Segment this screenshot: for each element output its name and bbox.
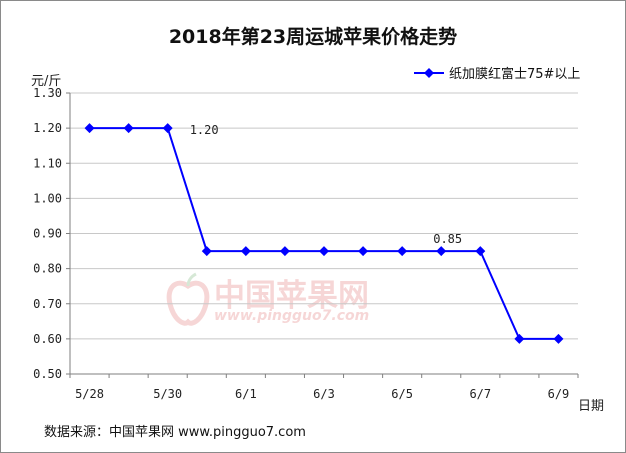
y-tick-label: 1.20: [33, 121, 62, 135]
watermark: 中国苹果网 www.pingguo7.com: [166, 272, 369, 336]
y-tick-label: 0.60: [33, 332, 62, 346]
x-tick-label: 6/5: [391, 387, 413, 401]
y-tick-label: 1.10: [33, 156, 62, 170]
data-point: [240, 246, 251, 257]
x-tick-label: 6/7: [469, 387, 491, 401]
legend-line-marker-icon: [414, 67, 444, 78]
data-point: [358, 246, 369, 257]
data-point: [123, 123, 134, 134]
data-point: [514, 333, 525, 344]
legend: 纸加膜红富士75#以上: [414, 63, 580, 82]
y-tick-label: 1.30: [33, 86, 62, 100]
x-tick-label: 6/9: [548, 387, 570, 401]
watermark-url: www.pingguo7.com: [214, 308, 370, 324]
y-tick-label: 0.80: [33, 262, 62, 276]
x-tick-label: 6/3: [313, 387, 335, 401]
y-tick-label: 0.50: [33, 367, 62, 381]
x-tick-label: 6/1: [235, 387, 257, 401]
y-tick-label: 0.70: [33, 297, 62, 311]
data-point: [162, 123, 173, 134]
y-axis-unit: 元/斤: [31, 74, 62, 89]
y-tick-label: 0.90: [33, 227, 62, 241]
data-label: 0.85: [433, 232, 462, 246]
data-point: [319, 246, 329, 257]
data-point: [553, 333, 564, 344]
x-axis-label: 日期: [578, 399, 605, 414]
apple-logo-icon: [166, 272, 210, 326]
chart-title: 2018年第23周运城苹果价格走势: [168, 26, 458, 48]
x-tick-label: 5/30: [153, 387, 182, 401]
data-point: [436, 246, 447, 257]
data-point: [201, 246, 212, 257]
watermark-text: 中国苹果网: [214, 278, 369, 314]
data-label: 1.20: [190, 123, 219, 137]
y-tick-label: 1.00: [33, 191, 62, 205]
legend-series-label: 纸加膜红富士75#以上: [449, 67, 581, 82]
data-point: [84, 123, 95, 134]
data-point: [475, 246, 486, 257]
x-tick-label: 5/28: [75, 387, 104, 401]
data-point: [279, 246, 290, 257]
data-point: [397, 246, 408, 257]
data-source: 数据来源：中国苹果网 www.pingguo7.com: [44, 425, 306, 440]
